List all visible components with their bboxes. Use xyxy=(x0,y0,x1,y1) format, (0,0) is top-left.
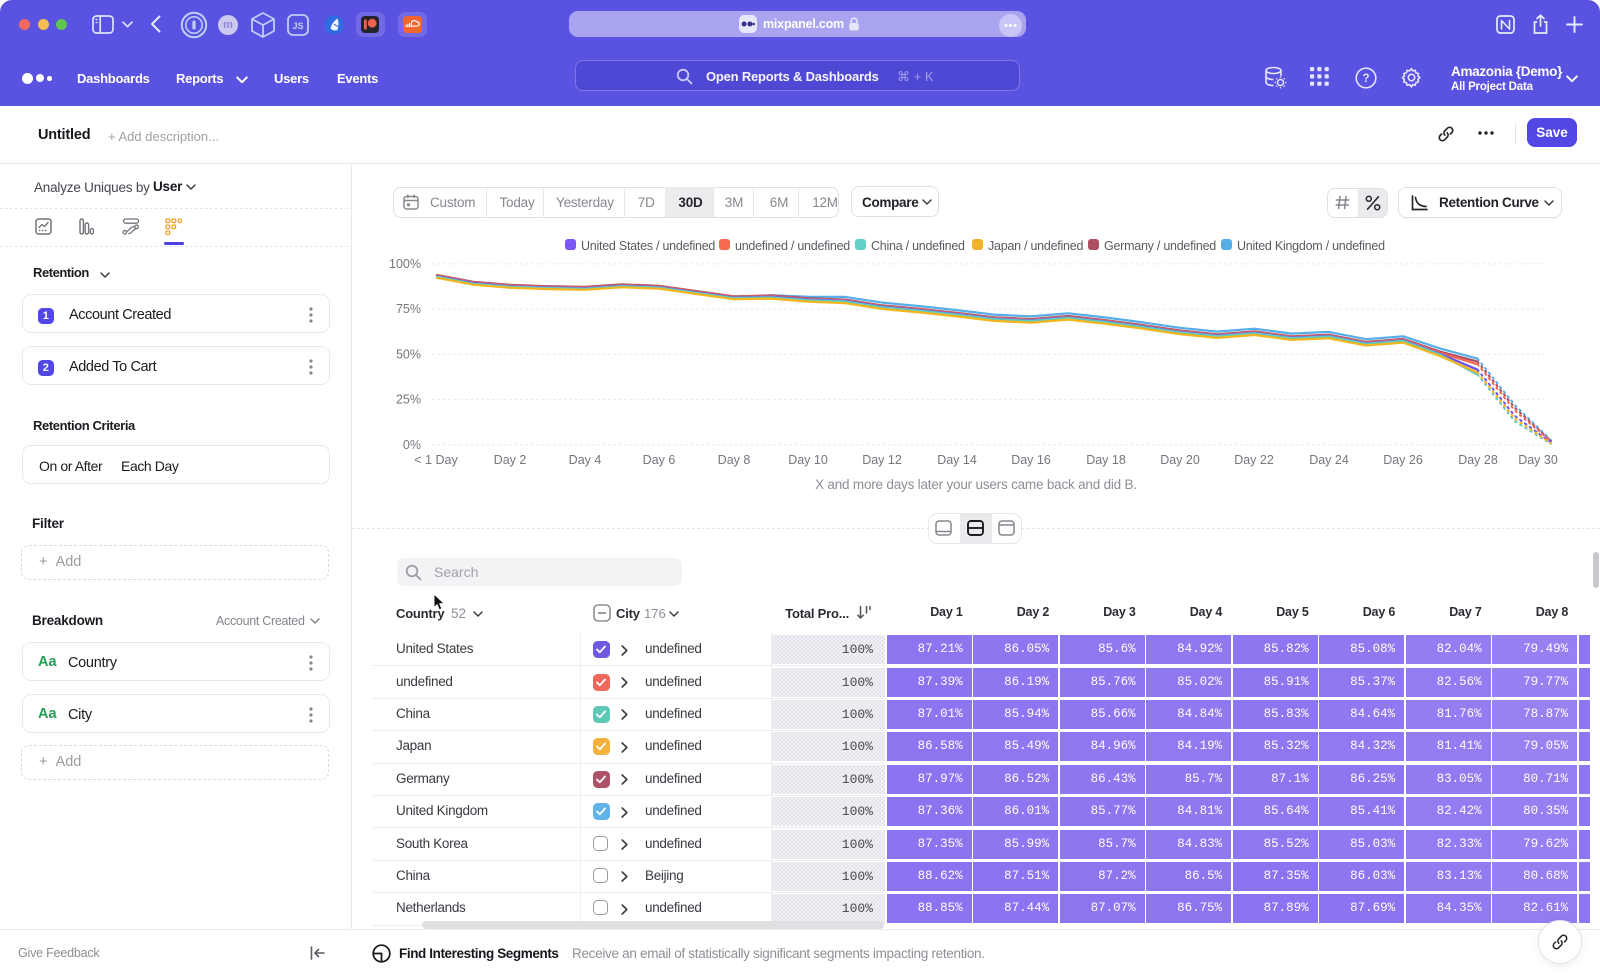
svg-text:0%: 0% xyxy=(403,438,421,452)
svg-text:Day 30: Day 30 xyxy=(1518,453,1558,467)
svg-text:25%: 25% xyxy=(396,393,421,407)
svg-text:50%: 50% xyxy=(396,347,421,361)
svg-text:Day 28: Day 28 xyxy=(1458,453,1498,467)
svg-text:75%: 75% xyxy=(396,302,421,316)
svg-text:?: ? xyxy=(1362,73,1369,85)
svg-text:Day 26: Day 26 xyxy=(1383,453,1423,467)
svg-text:100%: 100% xyxy=(389,257,421,271)
svg-text:Day 18: Day 18 xyxy=(1086,453,1126,467)
svg-text:< 1 Day: < 1 Day xyxy=(414,453,458,467)
svg-text:Day 4: Day 4 xyxy=(569,453,602,467)
svg-text:Day 8: Day 8 xyxy=(718,453,751,467)
svg-text:JS: JS xyxy=(292,21,303,31)
svg-text:Day 24: Day 24 xyxy=(1309,453,1349,467)
svg-text:Day 22: Day 22 xyxy=(1234,453,1274,467)
svg-text:Day 2: Day 2 xyxy=(494,453,527,467)
svg-text:Day 6: Day 6 xyxy=(643,453,676,467)
svg-text:Day 14: Day 14 xyxy=(937,453,977,467)
svg-text:Day 12: Day 12 xyxy=(862,453,902,467)
svg-text:Day 10: Day 10 xyxy=(788,453,828,467)
svg-text:Day 16: Day 16 xyxy=(1011,453,1051,467)
svg-text:Day 20: Day 20 xyxy=(1160,453,1200,467)
